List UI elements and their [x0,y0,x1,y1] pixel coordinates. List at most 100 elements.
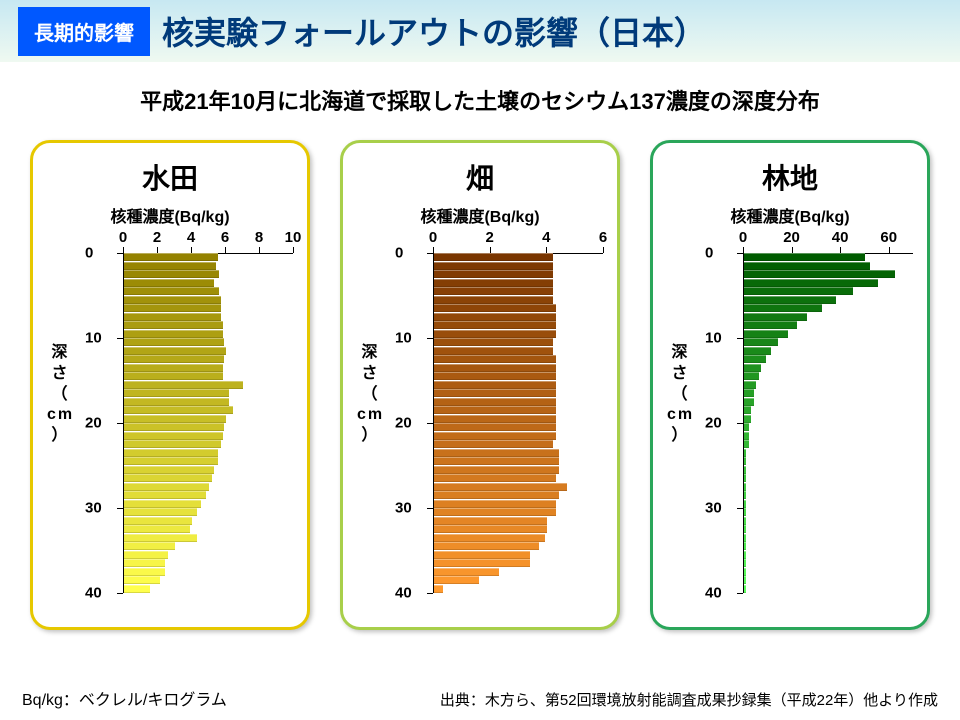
footnote-source: 出典：木方ら、第52回環境放射能調査成果抄録集（平成22年）他より作成 [440,689,938,710]
bar [124,330,223,338]
y-tick-label: 40 [705,585,722,602]
page-title: 核実験フォールアウトの影響（日本） [162,8,706,54]
bar [434,253,553,261]
bar [744,364,761,372]
x-tick-label: 20 [783,229,800,246]
bar [744,304,822,312]
x-tick-label: 40 [832,229,849,246]
x-tick-label: 6 [599,229,607,246]
y-tick-label: 20 [85,415,102,432]
bar [124,440,221,448]
y-tick-label: 10 [85,330,102,347]
bar [434,262,553,270]
x-tick-label: 0 [739,229,747,246]
bar [434,287,553,295]
bar [434,304,556,312]
bar [124,457,218,465]
bar [744,525,746,533]
y-tick-label: 30 [395,500,412,517]
bar [434,330,556,338]
bar [434,500,556,508]
bar [744,542,746,550]
chart-panel: 水田核種濃度(Bq/kg)深さ（cm）0246810010203040 [30,140,310,630]
bar [434,423,556,431]
bar [124,364,223,372]
bar [124,517,192,525]
bar [434,542,539,550]
bar [124,568,165,576]
panel-title: 林地 [653,157,927,197]
bar [744,440,749,448]
bar [434,415,556,423]
y-tick-label: 40 [395,585,412,602]
bar [744,338,778,346]
header-tag: 長期的影響 [18,7,150,56]
bar [124,406,233,414]
bar [744,313,807,321]
bar [744,296,836,304]
panel-title: 畑 [343,157,617,197]
bar [434,364,556,372]
chart-area: 0204060010203040 [743,253,913,593]
bar [434,347,553,355]
bar [434,338,553,346]
bar [124,270,219,278]
bar [434,449,559,457]
bar [434,483,567,491]
bar [744,262,870,270]
bar [124,381,243,389]
bar [744,466,746,474]
bar [124,423,224,431]
y-tick-label: 10 [395,330,412,347]
bar [124,372,223,380]
bar [744,576,746,584]
bar [434,355,556,363]
bar [744,585,746,593]
bar [744,287,853,295]
bar [124,449,218,457]
bar [744,449,746,457]
panels-row: 水田核種濃度(Bq/kg)深さ（cm）0246810010203040畑核種濃度… [0,140,960,630]
bar [434,576,479,584]
x-tick-label: 0 [119,229,127,246]
footnote-unit: Bq/kg：ベクレル/キログラム [22,686,227,710]
bar [434,406,556,414]
bar [744,381,756,389]
bar [744,517,746,525]
chart-area: 0246810010203040 [123,253,293,593]
bar [744,551,746,559]
bar [124,551,168,559]
y-tick-label: 10 [705,330,722,347]
bar [744,491,746,499]
bar [434,381,556,389]
bar [434,296,553,304]
bar [434,440,553,448]
bar [434,270,553,278]
bar [124,389,229,397]
bar [124,296,221,304]
bar [744,279,878,287]
x-tick-label: 10 [285,229,302,246]
subtitle: 平成21年10月に北海道で採取した土壌のセシウム137濃度の深度分布 [0,84,960,116]
y-axis-label: 深さ（cm） [357,343,384,447]
y-tick-label: 0 [705,245,713,262]
bar [124,253,218,261]
footer: Bq/kg：ベクレル/キログラム 出典：木方ら、第52回環境放射能調査成果抄録集… [0,686,960,710]
bar [124,542,175,550]
bar [434,466,559,474]
bar [124,491,206,499]
bar [434,534,545,542]
bar [744,500,746,508]
x-tick-label: 2 [485,229,493,246]
bar [124,338,224,346]
bar [744,372,759,380]
bar [434,372,556,380]
y-tick-label: 30 [705,500,722,517]
y-axis-label: 深さ（cm） [667,343,694,447]
y-tick-label: 20 [705,415,722,432]
bar [124,415,226,423]
bar [124,262,216,270]
bar [124,474,212,482]
bar [744,321,797,329]
bar [434,491,559,499]
